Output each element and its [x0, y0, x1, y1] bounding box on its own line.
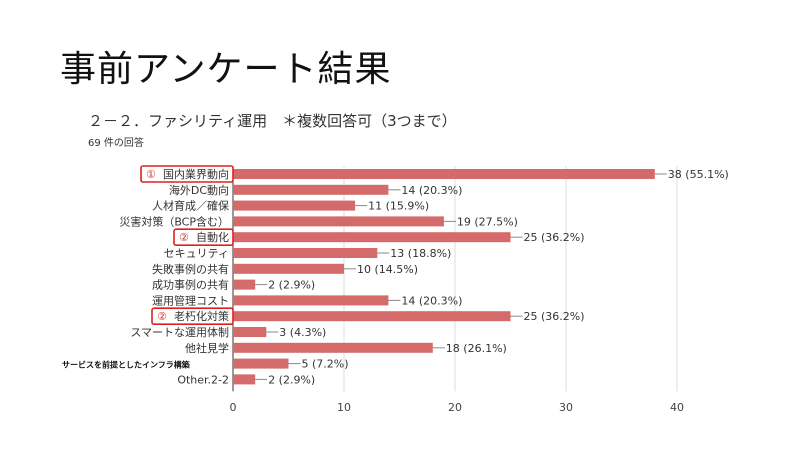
- data-label: 10 (14.5%): [357, 263, 418, 276]
- data-label: 14 (20.3%): [401, 184, 462, 197]
- x-tick-label: 10: [337, 401, 351, 414]
- data-label: 25 (36.2%): [524, 310, 585, 323]
- category-label: スマートな運用体制: [130, 325, 229, 339]
- highlight-marker: ②: [179, 231, 189, 244]
- category-label: セキュリティ: [164, 247, 229, 260]
- data-label: 14 (20.3%): [401, 294, 462, 307]
- bar: [233, 232, 511, 243]
- question-title: ２－２．ファシリティ運用 ＊複数回答可（3つまで）: [88, 112, 457, 130]
- category-label: 成功事例の共有: [152, 278, 229, 292]
- x-tick-label: 0: [230, 401, 237, 414]
- bar: [233, 358, 289, 369]
- bar: [233, 374, 256, 385]
- category-label: 老朽化対策: [174, 309, 229, 323]
- x-tick-label: 20: [448, 401, 462, 414]
- bar: [233, 327, 267, 337]
- data-label: 2 (2.9%): [268, 373, 315, 386]
- category-label: 災害対策（BCP含む）: [119, 214, 229, 228]
- highlight-box: [140, 165, 234, 183]
- data-label: 25 (36.2%): [524, 231, 585, 244]
- data-label: 2 (2.9%): [268, 279, 315, 292]
- category-label: 失敗事例の共有: [152, 262, 229, 276]
- category-label: Other.2-2: [177, 373, 229, 386]
- category-label: 海外DC動向: [169, 183, 229, 197]
- bar: [233, 263, 344, 274]
- x-tick-label: 40: [670, 401, 684, 414]
- bar: [233, 169, 655, 179]
- highlight-marker: ①: [146, 168, 156, 181]
- slide-title: 事前アンケート結果: [60, 49, 392, 90]
- bar: [233, 216, 444, 227]
- bar: [233, 248, 378, 258]
- bar: [233, 295, 389, 306]
- x-tick-label: 30: [559, 401, 573, 414]
- category-label: 人材育成／確保: [152, 199, 229, 213]
- bar: [233, 311, 511, 322]
- highlight-box: [151, 307, 234, 326]
- data-label: 3 (4.3%): [279, 326, 326, 339]
- data-label: 19 (27.5%): [457, 215, 518, 228]
- category-label: 自動化: [196, 230, 229, 244]
- category-label: 運用管理コスト: [152, 293, 229, 307]
- category-label: 国内業界動向: [163, 167, 229, 181]
- bar: [233, 184, 389, 195]
- data-label: 11 (15.9%): [368, 200, 429, 213]
- category-label: 他社見学: [185, 341, 229, 355]
- bar: [233, 342, 433, 353]
- bar: [233, 200, 356, 211]
- data-label: 13 (18.8%): [390, 247, 451, 260]
- data-label: 5 (7.2%): [302, 358, 349, 371]
- data-label: 18 (26.1%): [446, 342, 507, 355]
- response-count: 69 件の回答: [88, 138, 144, 149]
- category-label: サービスを前提としたインフラ構築: [62, 360, 191, 370]
- highlight-box: [173, 228, 234, 246]
- highlight-marker: ②: [157, 310, 167, 323]
- data-label: 38 (55.1%): [668, 168, 729, 181]
- bar: [233, 279, 256, 290]
